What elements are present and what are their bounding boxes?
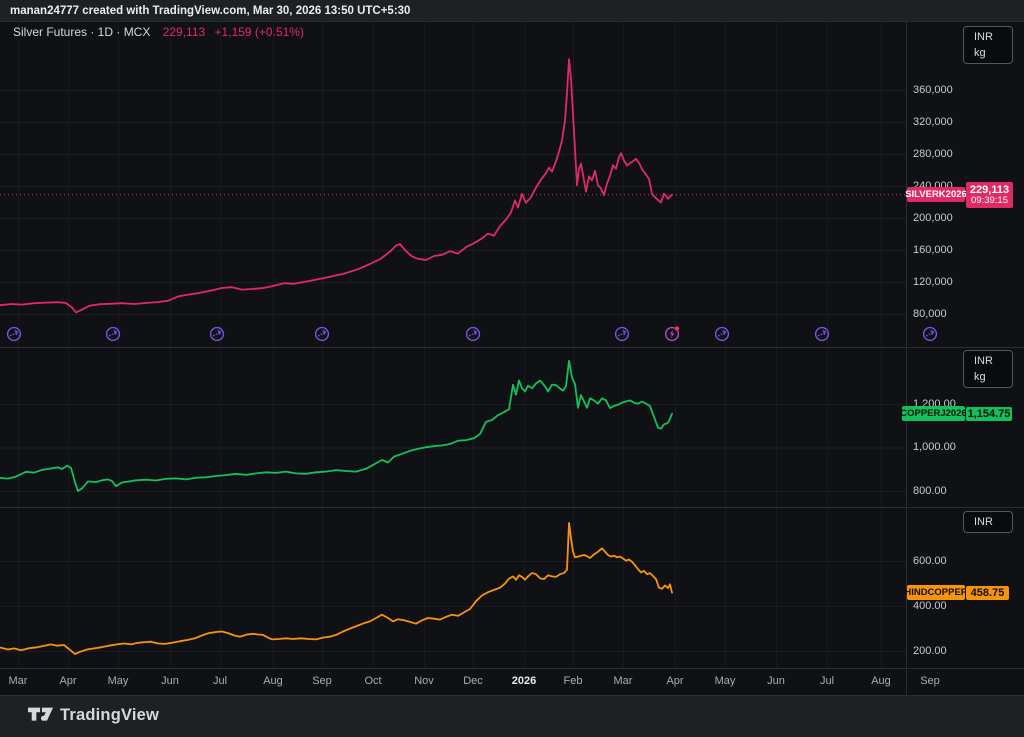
series-silverk2026 [0, 58, 673, 314]
time-axis-month-label: Feb [563, 675, 583, 687]
unit-label: INR [974, 31, 993, 43]
price-scale-tick: 280,000 [913, 148, 953, 160]
price-scale-tick: 200,000 [913, 212, 953, 224]
tradingview-brand-text[interactable]: TradingView [60, 706, 160, 724]
time-axis-month-label: May [107, 675, 129, 687]
price-scale-tick: 200.00 [913, 644, 947, 657]
footer-bar: TradingView [0, 695, 1024, 737]
unit-label: INR [974, 355, 993, 367]
attribution-text: manan24777 created with TradingView.com,… [10, 5, 411, 17]
time-axis-month-label: Nov [414, 675, 434, 687]
last-price: 458.75 [970, 586, 1005, 599]
contract-rollover-icon[interactable] [814, 326, 830, 342]
time-axis-month-label: Jul [212, 675, 228, 687]
time-axis-month-label: Sep [920, 675, 940, 687]
price-scale-tick: 360,000 [913, 84, 953, 96]
series-copperj2026 [0, 359, 673, 492]
time-axis-month-label: Aug [871, 675, 891, 687]
legend-symbol-title[interactable]: Silver Futures · 1D · MCX [13, 25, 151, 39]
time-axis-month-label: Apr [666, 675, 684, 687]
time-axis-year-label: 2026 [511, 675, 537, 687]
contract-rollover-icon[interactable] [614, 326, 630, 342]
time-axis-month-label: Jul [819, 675, 835, 687]
attribution-bar: manan24777 created with TradingView.com,… [0, 0, 1024, 22]
contract-rollover-icon[interactable] [6, 326, 22, 342]
series-hindcopper [0, 522, 673, 655]
price-tag-symbol: SILVERK2026 [905, 187, 967, 203]
last-price: 229,113 [969, 183, 1010, 196]
contract-rollover-icon[interactable] [714, 326, 730, 342]
currency-unit-box: INR kg [963, 350, 1013, 388]
tradingview-logo-icon[interactable] [28, 707, 54, 725]
last-price: 1,154.75 [967, 407, 1011, 420]
price-scale-tick: 1,000.00 [913, 441, 956, 454]
price-scale-tick: 320,000 [913, 116, 953, 128]
time-axis-month-label: Apr [59, 675, 77, 687]
price-scale-tick: 400.00 [913, 599, 947, 612]
price-scale-tick: 600.00 [913, 554, 947, 567]
price-tag-value: 458.75 [966, 585, 1009, 600]
price-tag-symbol: HINDCOPPER [904, 585, 968, 601]
currency-unit-box: INR [963, 511, 1013, 533]
countdown-timer: 09:39:15 [971, 194, 1008, 206]
contract-rollover-icon[interactable] [465, 326, 481, 342]
time-axis-month-label: Sep [312, 675, 332, 687]
price-scale-tick: 120,000 [913, 276, 953, 288]
contract-rollover-icon[interactable] [105, 326, 121, 342]
price-tag-symbol: COPPERJ2026 [900, 406, 967, 422]
time-axis-month-label: Aug [263, 675, 283, 687]
unit-label: INR [974, 516, 993, 528]
time-axis-month-label: May [714, 675, 736, 687]
time-axis-month-label: Mar [613, 675, 633, 687]
contract-rollover-icon[interactable] [314, 326, 330, 342]
price-scale-tick: 800.00 [913, 484, 947, 497]
price-tag-value: 1,154.75 [966, 406, 1012, 421]
legend-price-change: +1,159 (+0.51%) [214, 25, 304, 39]
contract-rollover-icon[interactable] [922, 326, 938, 342]
realtime-alert-icon[interactable] [664, 326, 680, 342]
currency-unit-box: INR kg [963, 26, 1013, 64]
time-axis-month-label: Mar [8, 675, 28, 687]
price-scale-tick: 160,000 [913, 244, 953, 256]
time-axis-month-label: Oct [364, 675, 382, 687]
symbol-legend: Silver Futures · 1D · MCX 229,113 +1,159… [13, 25, 304, 39]
unit-label: kg [974, 371, 986, 383]
contract-rollover-icon[interactable] [209, 326, 225, 342]
time-axis-month-label: Jun [767, 675, 785, 687]
price-scale-tick: 80,000 [913, 308, 947, 320]
price-tag-value: 229,113 09:39:15 [966, 181, 1013, 208]
unit-label: kg [974, 47, 986, 59]
time-axis-month-label: Jun [161, 675, 179, 687]
legend-last-price: 229,113 [162, 25, 206, 39]
time-axis-month-label: Dec [463, 675, 483, 687]
